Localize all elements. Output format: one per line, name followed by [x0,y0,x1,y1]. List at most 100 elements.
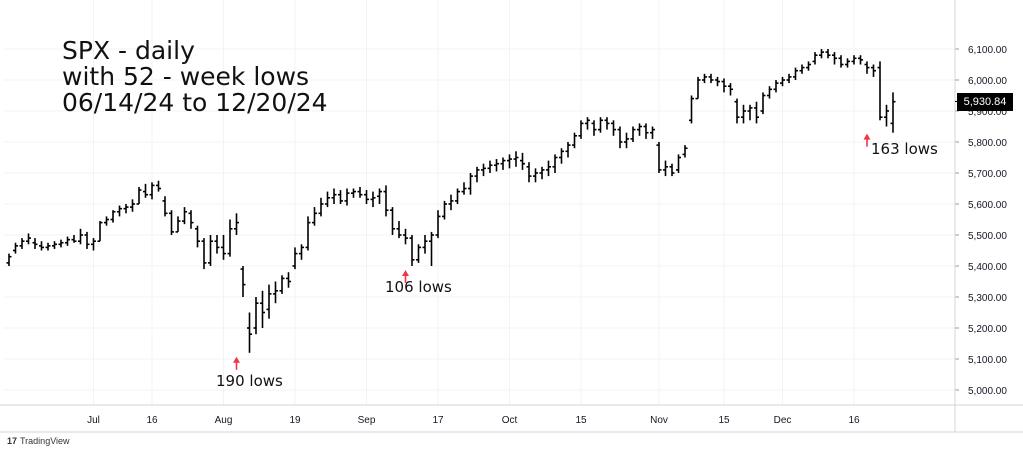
ohlc-bar [676,154,681,173]
arrow-head [402,270,409,276]
grid-lines [4,0,955,405]
ohlc-bar [825,49,831,59]
ohlc-bar [182,207,187,225]
ohlc-bar [877,61,883,121]
ohlc-bar [97,221,103,242]
ohlc-bar [117,205,122,217]
ohlc-bar [130,199,135,212]
up-arrow-icon [402,270,409,283]
ohlc-bar [650,126,655,139]
x-tick-label: Aug [215,415,233,426]
ohlc-bar [799,64,805,74]
ohlc-bar [838,55,844,68]
y-tick-label: 5,600.00 [968,200,1007,211]
ohlc-bar [442,200,447,220]
annotation-190-lows: 190 lows [216,372,283,390]
ohlc-bar [520,152,525,170]
ohlc-bar [539,166,545,180]
ohlc-bar [429,231,434,266]
ohlc-bar [461,182,467,195]
ohlc-bar [383,185,389,217]
ohlc-bar [845,58,850,68]
ohlc-bar [715,76,720,87]
ohlc-bar [58,239,64,248]
chart-title-line-1: SPX - daily [62,36,195,65]
ohlc-bar [143,183,148,198]
ohlc-bar [221,235,226,260]
ohlc-bar [45,242,51,251]
ohlc-bar [851,55,857,65]
ohlc-bar [487,160,493,173]
ohlc-bar [832,52,837,65]
chart-title-line-2: with 52 - week lows [62,62,310,91]
tradingview-logo-icon: 17 [7,436,18,446]
annotation-arrows [233,133,871,370]
ohlc-bar [702,73,707,84]
x-tick-label: 15 [575,415,587,426]
ohlc-bar [643,123,649,139]
ohlc-bar [598,117,603,133]
ohlc-bar [175,216,181,233]
ohlc-bar [890,92,896,133]
ohlc-bar [780,76,785,87]
ohlc-bar [338,190,343,204]
ohlc-bar [156,180,161,192]
ohlc-bar [858,55,863,65]
ohlc-bar [533,168,538,183]
ohlc-bar [312,207,317,226]
ohlc-bar [188,210,194,229]
x-tick-label: Oct [502,415,518,426]
ohlc-bar [767,86,772,99]
ohlc-bar [390,207,395,235]
x-tick-label: 16 [146,415,158,426]
ohlc-bar [819,49,824,59]
ohlc-bar [91,238,96,251]
x-tick-label: 15 [718,415,730,426]
ohlc-bar [253,297,259,335]
ohlc-bar [507,154,512,169]
y-tick-label: 5,400.00 [968,262,1007,273]
ohlc-bar [578,120,584,139]
ohlc-bar [214,235,220,254]
ohlc-bar [331,188,337,204]
ohlc-bar [409,235,415,266]
ohlc-bar [6,253,12,266]
x-tick-label: 16 [848,415,860,426]
ohlc-bar [208,235,213,266]
ohlc-bar [286,272,291,288]
ohlc-bar [884,104,889,127]
ohlc-bar [84,231,90,249]
ohlc-bar [669,163,675,177]
ohlc-bar [52,241,57,249]
ohlc-bar [260,290,265,328]
ohlc-bar [806,61,811,71]
ohlc-bar [721,78,727,93]
ohlc-bar [26,233,31,245]
ohlc-bar [292,247,298,270]
ohlc-bar [435,210,441,239]
ohlc-bar [325,191,330,208]
ohlc-bar [760,92,766,115]
y-tick-label: 5,800.00 [968,138,1007,149]
ohlc-bar [344,188,350,206]
ohlc-bar [773,80,779,93]
ohlc-bar [656,142,662,173]
ohlc-bar [786,73,792,84]
ohlc-bar [377,188,382,204]
ohlc-bar [448,194,454,211]
ohlc-bar [71,235,77,243]
ohlc-bar [110,210,116,223]
ohlc-bar [32,238,38,249]
arrow-head [233,356,240,363]
tradingview-brand: 17 TradingView [7,436,70,446]
ohlc-bar [481,163,486,177]
ohlc-bar [273,281,278,304]
ohlc-bar [422,235,428,254]
y-tick-label: 5,300.00 [968,293,1007,304]
ohlc-bar [728,83,733,96]
ohlc-bar [689,95,694,124]
ohlc-bar [663,160,668,177]
ohlc-bar [585,117,590,130]
ohlc-bar [864,61,870,74]
